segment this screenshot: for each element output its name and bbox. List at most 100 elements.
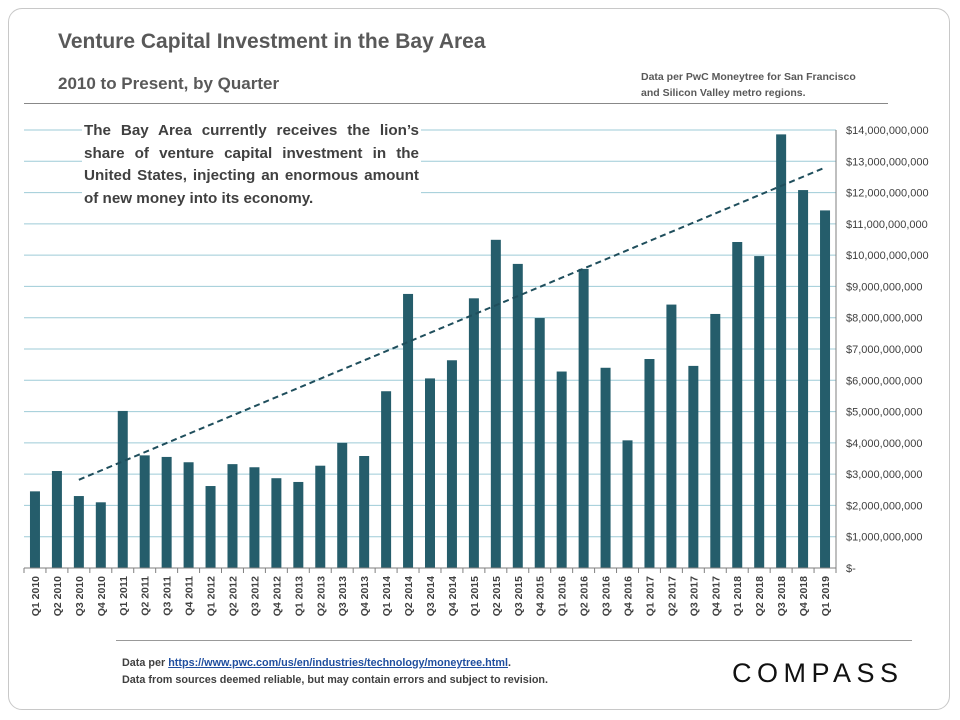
y-tick-label: $11,000,000,000	[846, 219, 928, 231]
chart-subtitle: 2010 to Present, by Quarter	[58, 74, 280, 93]
source-note: Data per PwC Moneytree for San Francisco…	[641, 69, 901, 101]
chart-title: Venture Capital Investment in the Bay Ar…	[58, 30, 486, 53]
x-tick-label: Q4 2018	[798, 576, 810, 616]
bar	[293, 481, 304, 568]
x-tick-label: Q4 2016	[623, 576, 635, 616]
x-tick-label: Q2 2018	[754, 576, 766, 616]
bar	[622, 440, 633, 568]
x-tick-label: Q1 2017	[644, 576, 656, 616]
x-tick-label: Q1 2015	[469, 576, 481, 616]
x-tick-label: Q2 2016	[579, 576, 591, 616]
bar	[776, 134, 787, 568]
x-tick-label: Q4 2013	[359, 576, 371, 616]
bar	[754, 256, 765, 568]
y-tick-label: $5,000,000,000	[846, 407, 922, 419]
bar	[556, 371, 567, 568]
annotation-text: The Bay Area currently receives the lion…	[82, 120, 421, 210]
bar	[534, 318, 545, 568]
slide-frame	[8, 8, 950, 710]
y-tick-label: $-	[846, 563, 856, 575]
x-tick-label: Q1 2016	[557, 576, 569, 616]
footer-divider	[116, 640, 912, 641]
bar	[359, 455, 370, 568]
x-tick-label: Q3 2017	[688, 576, 700, 616]
bar	[403, 293, 414, 568]
x-tick-label: Q2 2013	[315, 576, 327, 616]
x-tick-label: Q2 2015	[491, 576, 503, 616]
y-tick-label: $3,000,000,000	[846, 469, 922, 481]
footer-disclaimer: Data from sources deemed reliable, but m…	[122, 674, 549, 686]
bar	[29, 491, 40, 568]
y-tick-label: $1,000,000,000	[846, 532, 922, 544]
bar	[381, 391, 392, 568]
x-tick-label: Q3 2010	[74, 576, 86, 616]
bar	[820, 210, 831, 568]
bar	[117, 410, 128, 568]
x-tick-label: Q2 2014	[403, 576, 415, 616]
x-tick-label: Q3 2015	[513, 576, 525, 616]
y-tick-label: $2,000,000,000	[846, 500, 922, 512]
y-tick-label: $7,000,000,000	[846, 344, 922, 356]
y-tick-label: $6,000,000,000	[846, 375, 922, 387]
x-tick-label: Q1 2010	[30, 576, 42, 616]
y-tick-label: $13,000,000,000	[846, 156, 929, 168]
x-tick-label: Q3 2014	[425, 576, 437, 616]
x-tick-label: Q4 2011	[184, 576, 196, 616]
bar	[710, 313, 721, 568]
x-tick-label: Q3 2012	[249, 576, 261, 616]
bar	[644, 359, 655, 568]
y-tick-label: $14,000,000,000	[846, 125, 929, 137]
x-tick-label: Q1 2019	[820, 576, 832, 616]
y-tick-label: $8,000,000,000	[846, 313, 922, 325]
compass-logo: COMPASS	[732, 658, 904, 688]
x-tick-label: Q1 2018	[732, 576, 744, 616]
footer-prefix: Data per	[122, 657, 169, 669]
bar	[51, 471, 62, 568]
bar	[315, 465, 326, 568]
footer-suffix: .	[507, 657, 511, 669]
bar	[600, 367, 611, 568]
x-tick-label: Q4 2017	[710, 576, 722, 616]
bar	[425, 378, 435, 568]
x-tick-label: Q2 2012	[227, 576, 239, 616]
x-tick-label: Q3 2018	[776, 576, 788, 616]
bar	[446, 360, 457, 568]
moneytree-link[interactable]: https://www.pwc.com/us/en/industries/tec…	[168, 657, 508, 669]
source-note-line1: Data per PwC Moneytree for San Francisco	[641, 71, 856, 83]
bar	[183, 462, 194, 568]
y-tick-label: $4,000,000,000	[846, 438, 922, 450]
x-tick-label: Q1 2011	[118, 576, 130, 616]
x-tick-label: Q3 2011	[162, 576, 174, 616]
footer-source-line: Data per https://www.pwc.com/us/en/indus…	[122, 655, 548, 672]
y-tick-label: $10,000,000,000	[846, 250, 929, 262]
x-tick-label: Q3 2016	[601, 576, 613, 616]
bar	[139, 455, 150, 568]
x-tick-label: Q2 2010	[52, 576, 64, 616]
x-tick-label: Q4 2012	[271, 576, 283, 616]
bar	[468, 298, 479, 568]
x-tick-label: Q4 2014	[447, 576, 459, 616]
x-tick-label: Q2 2017	[666, 576, 678, 616]
x-tick-label: Q3 2013	[337, 576, 349, 616]
bar	[227, 464, 238, 568]
footer: Data per https://www.pwc.com/us/en/indus…	[122, 655, 548, 689]
y-tick-label: $9,000,000,000	[846, 281, 922, 293]
bar	[337, 442, 348, 568]
bar	[490, 239, 501, 568]
bar	[732, 242, 743, 568]
bar	[249, 467, 260, 568]
bar	[205, 486, 216, 568]
bar	[578, 268, 589, 568]
bar	[95, 502, 106, 568]
trendline	[78, 166, 826, 481]
bar	[73, 496, 84, 568]
source-note-line2: and Silicon Valley metro regions.	[641, 87, 806, 99]
bar	[666, 304, 677, 568]
bar	[798, 190, 809, 568]
header-divider	[24, 103, 888, 104]
x-tick-label: Q1 2012	[206, 576, 218, 616]
x-tick-label: Q2 2011	[140, 576, 152, 616]
x-tick-label: Q1 2013	[293, 576, 305, 616]
bar	[688, 365, 699, 568]
